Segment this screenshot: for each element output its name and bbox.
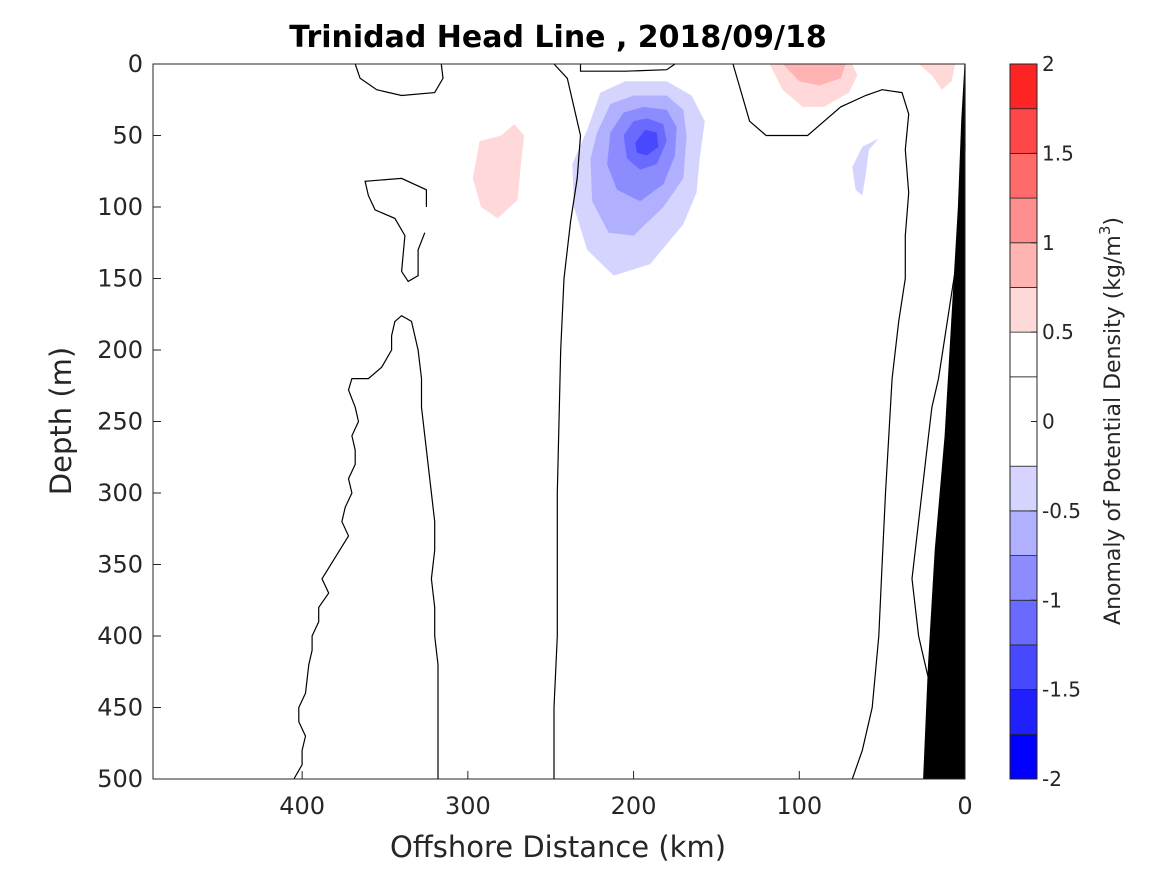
colorbar-block: [1009, 108, 1038, 154]
x-tick-label: 200: [611, 792, 657, 820]
zero-contour-upper-mid: [364, 177, 427, 283]
x-axis-label: Offshore Distance (km): [390, 830, 726, 864]
x-axis-ticks: 400 300 200 100 0: [279, 771, 973, 820]
negative-core-60km: [852, 138, 879, 202]
colorbar-block: [1009, 287, 1038, 333]
y-axis-ticks: 0 50 100 150 200 250 300 350 400 450 500: [97, 50, 161, 793]
colorbar-block: [1009, 152, 1038, 199]
colorbar-block: [1009, 465, 1038, 512]
y-tick-label: 400: [97, 622, 143, 650]
y-tick-label: 50: [112, 122, 143, 150]
y-tick-label: 0: [128, 50, 143, 78]
x-tick-label: 100: [776, 792, 822, 820]
zero-contour-mid: [553, 63, 582, 779]
colorbar-ticks: 2 1.5 1 0.5 0 -0.5 -1 -1.5 -2: [1031, 52, 1081, 791]
colorbar: 2 1.5 1 0.5 0 -0.5 -1 -1.5 -2 Anomaly of Potenti…: [1009, 52, 1126, 791]
positive-patch-nearshore: [912, 64, 965, 202]
colorbar-block: [1009, 242, 1038, 288]
y-tick-label: 200: [97, 336, 143, 364]
positive-core-300km: [472, 124, 525, 219]
zero-contours: [293, 63, 966, 780]
colorbar-tick-label: -1.5: [1042, 678, 1081, 702]
colorbar-label-superscript: 3: [1096, 226, 1114, 236]
colorbar-label-tail: ): [1101, 217, 1126, 226]
y-tick-label: 150: [97, 265, 143, 293]
colorbar-label: Anomaly of Potential Density (kg/m3): [1096, 217, 1126, 625]
colorbar-block: [1009, 689, 1038, 735]
y-tick-label: 100: [97, 193, 143, 221]
x-tick-label: 0: [957, 792, 972, 820]
chart-title: Trinidad Head Line , 2018/09/18: [289, 20, 826, 55]
colorbar-tick-label: 0.5: [1042, 320, 1074, 344]
y-axis-label: Depth (m): [44, 347, 78, 495]
negative-eddy-core: [635, 129, 659, 156]
colorbar-block: [1009, 555, 1038, 601]
colorbar-tick-label: -1: [1042, 588, 1062, 612]
colorbar-block: [1009, 197, 1038, 244]
colorbar-tick-label: 1: [1042, 231, 1055, 255]
colorbar-tick-label: 1.5: [1042, 141, 1074, 165]
x-tick-label: 300: [445, 792, 491, 820]
colorbar-block: [1009, 599, 1038, 646]
colorbar-tick-label: 2: [1042, 52, 1055, 76]
colorbar-block: [1009, 331, 1038, 378]
density-anomaly-fills: [153, 64, 965, 330]
colorbar-tick-label: -2: [1042, 767, 1062, 791]
positive-patch-offshore: [153, 101, 475, 270]
zero-contour-center-top: [579, 63, 676, 72]
colorbar-tick-label: -0.5: [1042, 499, 1081, 523]
y-tick-label: 300: [97, 479, 143, 507]
zero-contour-deep-offshore: [293, 314, 439, 780]
y-tick-label: 450: [97, 694, 143, 722]
x-tick-label: 400: [279, 792, 325, 820]
colorbar-tick-label: 0: [1042, 410, 1055, 434]
colorbar-block: [1009, 510, 1038, 556]
positive-core-nearshore: [918, 64, 956, 90]
zero-contour-far: [354, 63, 444, 97]
y-tick-label: 500: [97, 765, 143, 793]
colorbar-block: [1009, 733, 1038, 780]
positive-inner-90km: [782, 64, 846, 86]
colorbar-label-main: Anomaly of Potential Density (kg/m: [1101, 235, 1126, 625]
zero-contour-coastal: [732, 63, 910, 780]
plot-area: [152, 63, 966, 780]
colorbar-block: [1009, 63, 1038, 110]
y-tick-label: 250: [97, 408, 143, 436]
y-tick-label: 350: [97, 551, 143, 579]
colorbar-block: [1009, 644, 1038, 691]
